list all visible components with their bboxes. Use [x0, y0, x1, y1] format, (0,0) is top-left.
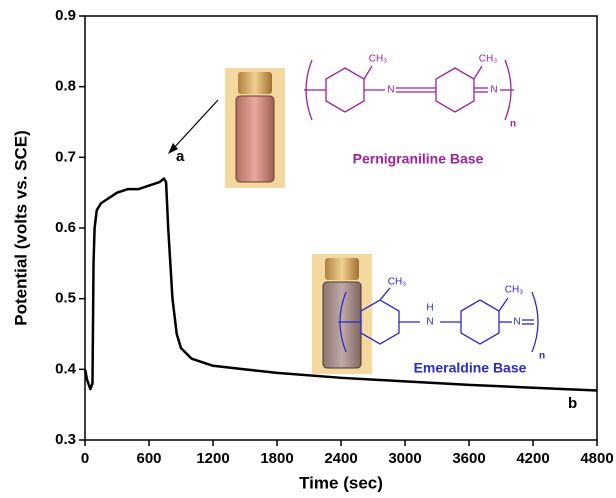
y-tick-label: 0.5 — [55, 290, 76, 307]
atom-label: H — [426, 303, 433, 314]
chart: 0.3 0.4 0.5 0.6 0.7 0.8 0.9 0 600 1200 1800 2400 300… — [0, 0, 616, 498]
x-tick-label: 2400 — [324, 450, 357, 467]
plot-frame — [85, 16, 597, 440]
y-tick-label: 0.7 — [55, 148, 76, 165]
y-axis-label: Potential (volts vs. SCE) — [11, 130, 30, 326]
vial-image — [312, 254, 372, 374]
atom-label: CH₃ — [505, 285, 524, 296]
y-tick-label: 0.9 — [55, 7, 76, 24]
x-tick-label: 1800 — [260, 450, 293, 467]
x-tick-label: 1200 — [196, 450, 229, 467]
arrow — [172, 100, 218, 150]
annotation: a — [176, 148, 185, 165]
atom-label: N — [387, 85, 394, 96]
x-tick-label: 4200 — [516, 450, 549, 467]
atom-label: N — [426, 317, 433, 328]
x-tick-label: 600 — [136, 450, 161, 467]
structure-name: Pernigraniline Base — [353, 151, 484, 167]
structure-name: Emeraldine Base — [414, 360, 527, 376]
y-tick-label: 0.8 — [55, 78, 76, 95]
atom-label: N — [490, 85, 497, 96]
annotation: b — [568, 395, 577, 412]
y-tick-label: 0.6 — [55, 219, 76, 236]
atom-label: CH₃ — [369, 54, 388, 65]
x-tick-label: 0 — [81, 450, 89, 467]
y-tick-label: 0.3 — [55, 431, 76, 448]
chemical-structure — [304, 60, 514, 120]
atom-label: n — [539, 351, 545, 362]
atom-label: CH₃ — [479, 54, 498, 65]
vial-image — [225, 68, 285, 188]
y-tick-label: 0.4 — [55, 360, 77, 377]
atom-label: n — [510, 119, 516, 130]
atom-label: CH₃ — [388, 277, 407, 288]
x-tick-label: 3000 — [388, 450, 421, 467]
x-tick-label: 4800 — [580, 450, 613, 467]
atom-label: N — [513, 317, 520, 328]
x-axis-label: Time (sec) — [299, 473, 383, 492]
x-tick-label: 3600 — [452, 450, 485, 467]
